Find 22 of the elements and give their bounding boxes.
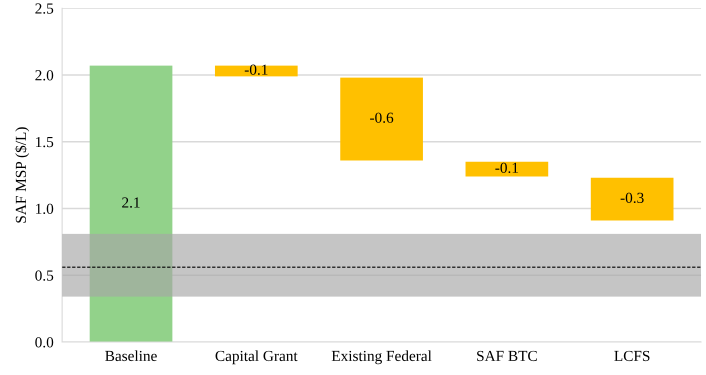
data-label: -0.6 <box>370 112 394 123</box>
y-tick-label: 0.0 <box>35 337 54 348</box>
y-tick-label: 1.5 <box>36 136 54 148</box>
data-label: 2.1 <box>122 197 140 208</box>
y-axis-title: SAF MSP ($/L) <box>14 127 30 223</box>
y-tick-label: 2.5 <box>35 3 54 14</box>
bar <box>340 78 423 160</box>
bar <box>466 162 548 176</box>
x-tick-label: Baseline <box>105 350 157 362</box>
x-tick-label: SAF BTC <box>477 350 537 362</box>
data-label: -0.3 <box>620 192 644 204</box>
x-tick-label: Existing Federal <box>332 350 432 364</box>
data-label: -0.1 <box>495 162 518 174</box>
y-tick-label: 1.0 <box>36 204 54 214</box>
y-tick-label: 0.5 <box>35 270 54 281</box>
x-tick-label: Capital Grant <box>216 350 298 364</box>
y-tick-label: 2.0 <box>35 70 54 81</box>
bar <box>90 66 172 342</box>
x-tick-label: LCFS <box>614 350 650 362</box>
bar <box>214 66 298 76</box>
data-label: -0.1 <box>244 64 268 75</box>
bar <box>590 178 674 221</box>
